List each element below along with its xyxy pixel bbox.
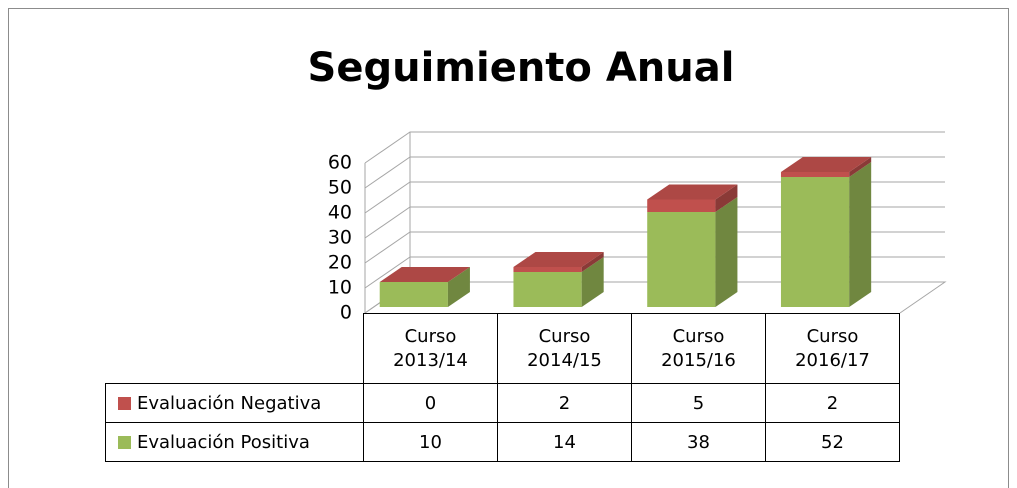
bar-top: [647, 184, 738, 200]
value-cell: 0: [363, 383, 498, 423]
bar-front: [513, 267, 582, 272]
grid-line: [364, 181, 945, 214]
bar-front: [379, 282, 448, 307]
grid-line: [364, 131, 945, 164]
grid-line: [364, 256, 945, 289]
bar-side: [447, 267, 470, 307]
chart-frame: [8, 8, 1009, 488]
x-tick-label: Curso 2015/16: [661, 326, 736, 371]
legend-marker: [118, 435, 131, 449]
grid-line: [364, 231, 945, 264]
x-tick-label: Curso 2014/15: [527, 326, 602, 371]
x-tick-label: Curso 2016/17: [795, 326, 870, 371]
table-row: Evaluación Negativa 0 2 5 2: [105, 383, 900, 423]
y-tick-label: 60: [328, 152, 352, 174]
value-cell: 14: [497, 422, 632, 462]
bar-top: [780, 157, 872, 172]
bar-front: [780, 172, 850, 177]
value-cell: 10: [363, 422, 498, 462]
value-cell: 52: [765, 422, 900, 462]
bar-side: [581, 252, 604, 272]
bar-front: [780, 177, 850, 307]
bar-front: [647, 212, 716, 307]
grid-line: [364, 156, 945, 189]
category-cell: Curso 2015/16: [631, 313, 766, 384]
y-tick-label: 50: [328, 177, 352, 199]
chart-title: Seguimiento Anual: [308, 45, 735, 91]
category-cell: Curso 2016/17: [765, 313, 900, 384]
y-tick-label: 20: [328, 252, 352, 274]
bar-side: [715, 184, 738, 212]
legend-marker: [118, 396, 131, 410]
bar-front: [647, 199, 716, 212]
legend-label: Evaluación Negativa: [137, 392, 322, 414]
legend-label: Evaluación Positiva: [137, 431, 310, 453]
y-tick-label: 10: [328, 277, 352, 299]
x-tick-label: Curso 2013/14: [393, 326, 468, 371]
category-cell: Curso 2014/15: [497, 313, 632, 384]
table-header: Curso 2013/14 Curso 2014/15 Curso 2015/1…: [105, 313, 900, 384]
value-cell: 38: [631, 422, 766, 462]
category-cell: Curso 2013/14: [363, 313, 498, 384]
legend-cell: Evaluación Negativa: [105, 383, 364, 423]
table-row: Evaluación Positiva 10 14 38 52: [105, 422, 900, 462]
bar-side: [849, 162, 872, 307]
bar-front: [513, 272, 582, 307]
bar-top: [513, 252, 604, 267]
value-cell: 2: [497, 383, 632, 423]
corner-cell: [105, 313, 364, 384]
bar-side: [715, 197, 738, 307]
value-cell: 2: [765, 383, 900, 423]
value-cell: 5: [631, 383, 766, 423]
y-tick-label: 30: [328, 227, 352, 249]
data-table: Curso 2013/14 Curso 2014/15 Curso 2015/1…: [105, 313, 900, 462]
grid-line: [364, 206, 945, 239]
bar-side: [849, 157, 872, 177]
legend-cell: Evaluación Positiva: [105, 422, 364, 462]
bar-top: [379, 267, 470, 282]
bar-side: [581, 257, 604, 307]
y-tick-label: 40: [328, 202, 352, 224]
